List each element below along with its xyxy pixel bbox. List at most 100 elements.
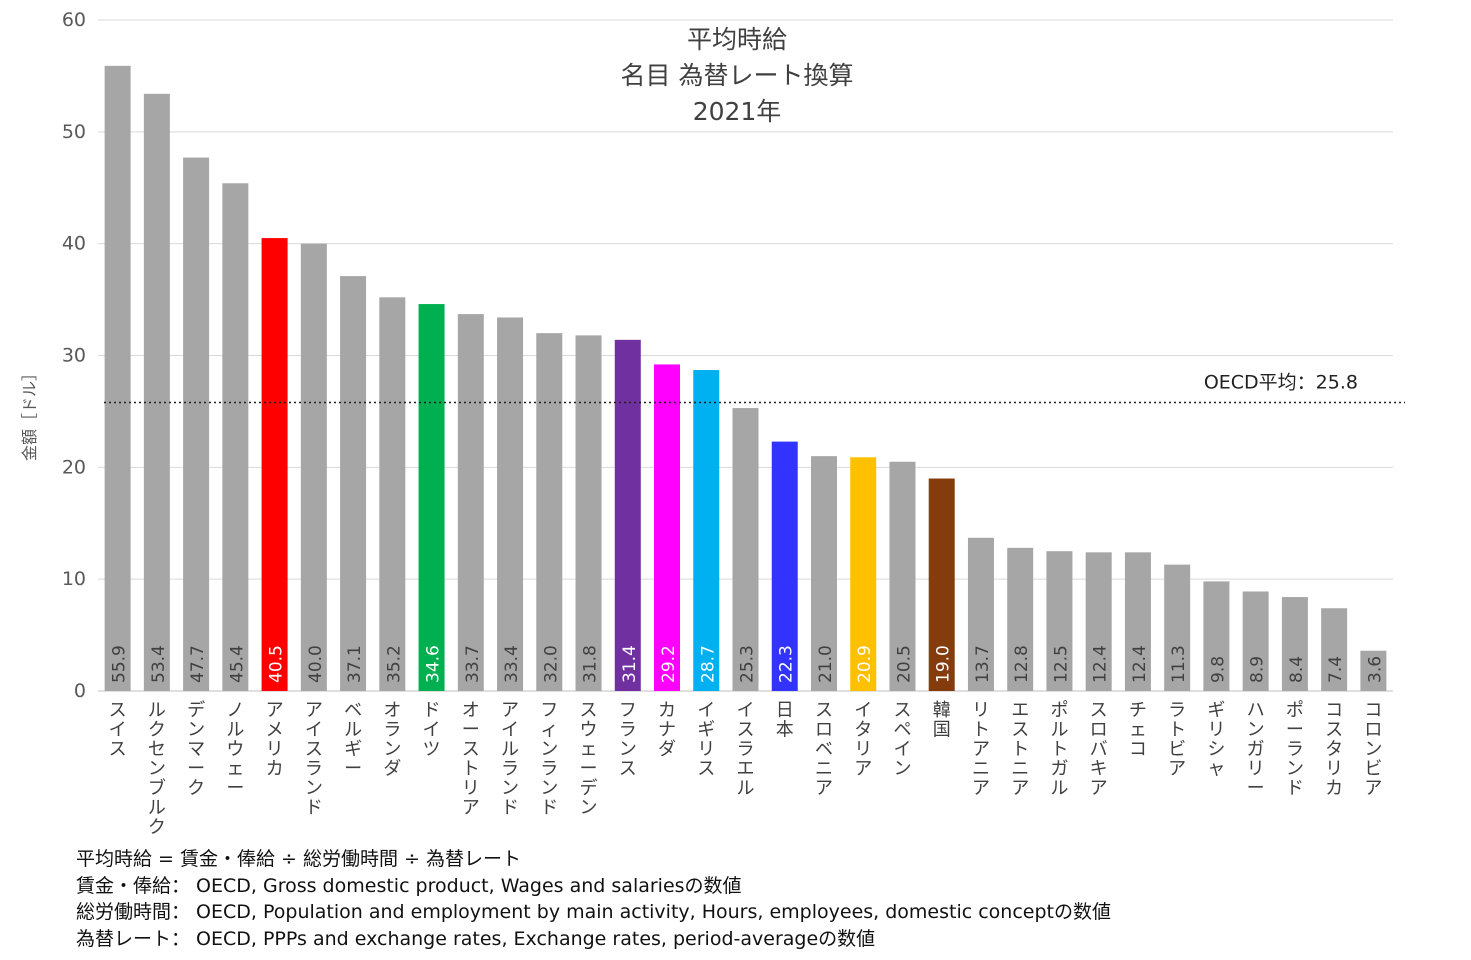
x-category-label: スイス	[109, 700, 127, 760]
bar	[222, 183, 249, 691]
bar-value-label: 12.4	[1091, 645, 1111, 683]
bar	[104, 65, 131, 691]
x-category-label: リトアニア	[972, 700, 990, 799]
note-exchange-source: 為替レート： OECD, PPPs and exchange rates, Ex…	[76, 927, 876, 950]
x-category-label: ギリシャ	[1207, 700, 1225, 780]
bar	[143, 93, 170, 691]
bar	[928, 478, 955, 691]
x-category-label: ポーランド	[1286, 700, 1304, 799]
bar-value-label: 9.8	[1208, 656, 1228, 683]
bar	[1164, 564, 1191, 691]
bar-value-label: 7.4	[1326, 656, 1346, 683]
bar-value-label: 20.9	[855, 645, 875, 683]
x-category-label: イスラエル	[737, 700, 755, 799]
bar-value-label: 12.5	[1051, 645, 1071, 683]
bar	[1360, 650, 1387, 691]
bar-value-label: 3.6	[1365, 656, 1385, 683]
bar	[1321, 608, 1348, 691]
y-tick-label: 30	[62, 345, 86, 367]
x-category-label: イタリア	[854, 700, 872, 780]
bar-value-label: 45.4	[227, 645, 247, 683]
bar	[575, 335, 602, 691]
chart-title-line: 平均時給	[687, 25, 787, 54]
bar-value-label: 33.7	[463, 645, 483, 683]
x-category-label: ルクセンブルク	[148, 700, 166, 838]
bar	[810, 456, 837, 691]
bar	[1007, 547, 1034, 691]
chart-title-line: 2021年	[693, 97, 782, 126]
bar-value-label: 40.0	[306, 645, 326, 683]
x-category-label: 韓国	[933, 700, 951, 741]
bar-value-label: 53.4	[149, 645, 169, 683]
bar	[457, 314, 484, 691]
bar-value-label: 31.4	[620, 645, 640, 683]
bar-value-label: 20.5	[894, 645, 914, 683]
note-hours-source: 総労働時間： OECD, Population and employment b…	[76, 901, 1111, 923]
bar	[340, 276, 367, 691]
x-category-label: スウェーデン	[580, 700, 598, 819]
bar	[654, 364, 681, 691]
x-category-label: ハンガリー	[1247, 700, 1265, 799]
bar	[1046, 551, 1073, 691]
y-tick-label: 20	[62, 456, 86, 478]
bar	[536, 333, 563, 691]
x-category-label: フィンランド	[540, 700, 558, 819]
bar-value-label: 25.3	[738, 645, 758, 683]
bar-value-label: 29.2	[659, 645, 679, 683]
bar-value-label: 12.4	[1130, 645, 1150, 683]
x-category-label: コスタリカ	[1325, 700, 1343, 799]
x-category-label: スロバキア	[1090, 700, 1108, 799]
y-tick-label: 0	[74, 680, 86, 702]
bar	[1085, 552, 1112, 691]
note-wages-source: 賃金・俸給： OECD, Gross domestic product, Wag…	[76, 874, 742, 897]
x-category-label: アメリカ	[266, 700, 284, 780]
x-category-label: 日本	[776, 700, 794, 741]
x-category-label: エストニア	[1011, 700, 1029, 799]
bar	[732, 408, 759, 691]
x-category-label: イギリス	[697, 700, 715, 780]
footnotes: 平均時給 = 賃金・俸給 ÷ 総労働時間 ÷ 為替レート 賃金・俸給： OECD…	[76, 846, 1111, 952]
bar-value-label: 8.9	[1248, 656, 1268, 683]
note-formula: 平均時給 = 賃金・俸給 ÷ 総労働時間 ÷ 為替レート	[76, 848, 521, 870]
bar	[1203, 581, 1230, 691]
x-category-label: カナダ	[658, 700, 676, 760]
bar-value-label: 12.8	[1012, 645, 1032, 683]
bar-value-label: 37.1	[345, 645, 365, 683]
bar-value-label: 32.0	[541, 645, 561, 683]
bar-value-label: 40.5	[267, 645, 287, 683]
x-category-label: オーストリア	[462, 700, 480, 819]
x-category-label: ノルウェー	[226, 700, 244, 799]
bar	[418, 304, 445, 691]
x-category-label: チェコ	[1129, 700, 1147, 760]
x-category-label: スロベニア	[815, 700, 833, 799]
bar-value-label: 35.2	[384, 645, 404, 683]
bar	[379, 297, 406, 691]
x-category-label: スペイン	[893, 700, 911, 780]
bar-value-label: 13.7	[973, 645, 993, 683]
bar-value-label: 21.0	[816, 645, 836, 683]
x-category-label: コロンビア	[1364, 700, 1382, 799]
bar	[614, 339, 641, 691]
bar-value-label: 8.4	[1287, 656, 1307, 683]
bar-value-label: 28.7	[698, 645, 718, 683]
x-category-label: アイスランド	[305, 700, 323, 819]
bar	[967, 537, 994, 691]
y-tick-label: 50	[62, 121, 86, 143]
bar	[300, 243, 327, 691]
x-category-label: アイルランド	[501, 700, 519, 819]
bar	[183, 157, 210, 691]
x-category-label: オランダ	[383, 700, 401, 780]
bar-value-label: 31.8	[581, 645, 601, 683]
bar	[771, 441, 798, 691]
x-category-label: フランス	[619, 700, 637, 780]
chart-title-line: 名目 為替レート換算	[621, 61, 854, 90]
bar	[261, 238, 288, 691]
bar	[850, 457, 877, 691]
bar	[1242, 591, 1269, 691]
bar-value-label: 19.0	[934, 645, 954, 683]
bar-value-label: 34.6	[424, 645, 444, 683]
y-axis-label: 金額［ドル］	[20, 365, 39, 461]
y-tick-label: 40	[62, 233, 86, 255]
x-category-label: デンマーク	[187, 700, 205, 799]
